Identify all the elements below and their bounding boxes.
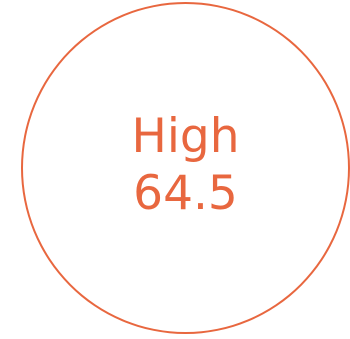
score-value: 64.5 — [133, 166, 238, 221]
score-circle: High 64.5 — [21, 2, 350, 334]
score-label: High — [131, 109, 240, 164]
